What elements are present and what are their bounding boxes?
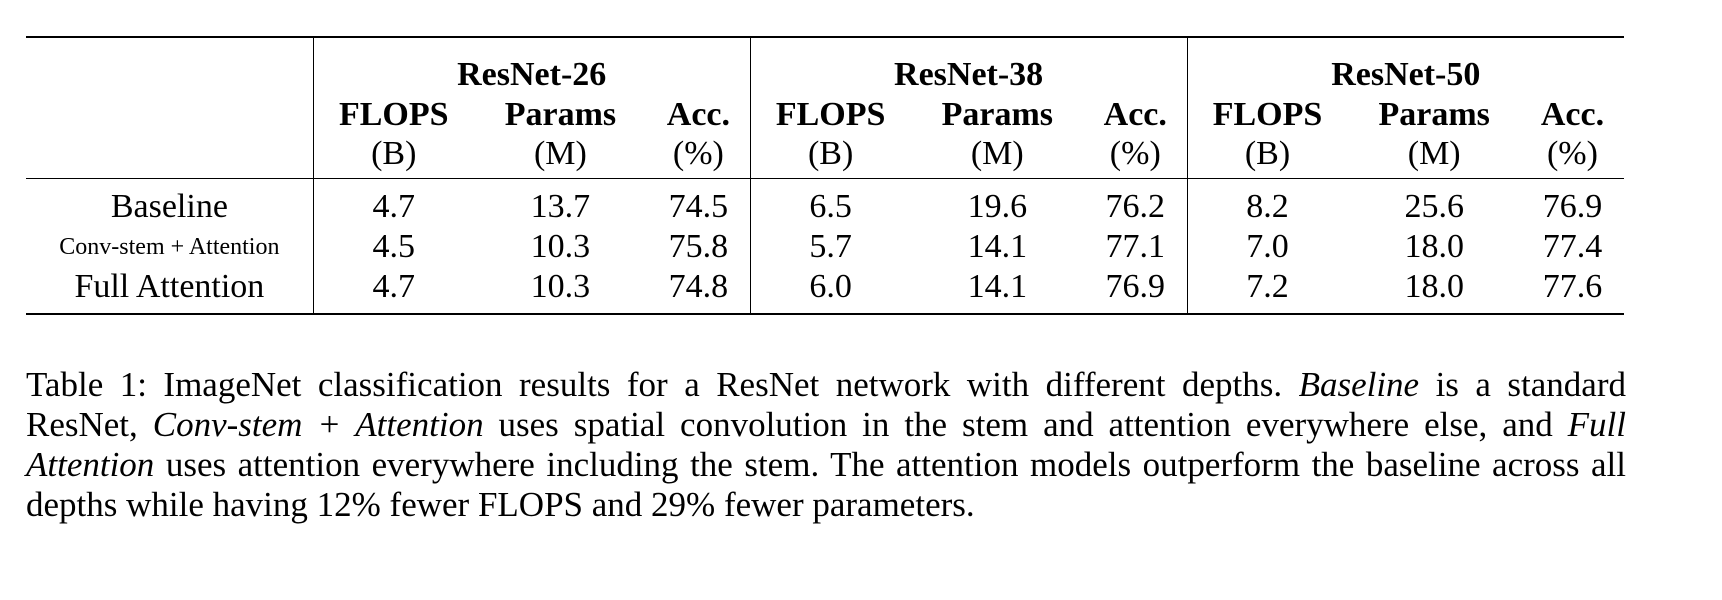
table-row-full-attention: Full Attention 4.7 10.3 74.8 6.0 14.1 76… (26, 267, 1624, 315)
row-label: Full Attention (26, 267, 314, 315)
table-cell: 14.1 (967, 228, 1028, 265)
caption-term-conv-stem: Conv-stem + Attention (152, 405, 484, 444)
table-cell: 10.3 (530, 228, 591, 265)
unit-header-billions: (B) (312, 134, 474, 179)
caption-prefix: Table 1: ImageNet classification results… (26, 365, 1299, 404)
table-cell: 74.5 (647, 178, 751, 227)
table-cell: 19.6 (910, 178, 1085, 227)
metric-header-params: Params (941, 96, 1054, 133)
table-cell: 5.7 (749, 227, 911, 267)
table-corner-cell (26, 134, 313, 179)
group-header-resnet50: ResNet-50 (1186, 36, 1624, 94)
unit-header-percent: (%) (672, 135, 724, 172)
table-cell: 4.5 (312, 227, 474, 267)
group-header-resnet26: ResNet-26 (312, 36, 751, 94)
results-table: ResNet-26 ResNet-38 ResNet-50 FLOPS Para… (26, 36, 1624, 315)
metric-header-flops: FLOPS (1186, 94, 1348, 134)
metric-header-params: Params (504, 96, 617, 133)
unit-header-millions: (M) (970, 135, 1024, 172)
table-cell: 4.7 (312, 267, 474, 315)
table-cell: 6.5 (749, 178, 911, 227)
table-cell: 7.2 (1186, 267, 1348, 315)
table-metric-header-row: FLOPS Params Acc. FLOPS Params Acc. FLOP… (26, 94, 1624, 134)
table-cell: 8.2 (1186, 178, 1348, 227)
group-header-resnet38: ResNet-38 (749, 36, 1188, 94)
metric-header-acc: Acc. (1540, 96, 1605, 133)
metric-header-acc: Acc. (666, 96, 731, 133)
metric-header-acc: Acc. (1103, 96, 1167, 133)
table-cell: 76.2 (1084, 178, 1188, 227)
caption-text: is a standard ResNet, (26, 365, 1626, 444)
table-cell: 76.9 (1084, 267, 1188, 315)
unit-header-millions: (M) (1407, 135, 1461, 172)
table-cell: 18.0 (1404, 228, 1464, 265)
table-cell: 25.6 (1347, 178, 1521, 227)
table-cell: 77.1 (1105, 228, 1166, 265)
table-cell: 77.4 (1542, 228, 1603, 265)
table-cell: 10.3 (473, 267, 648, 315)
table-cell: 7.0 (1186, 227, 1348, 267)
table-caption: Table 1: ImageNet classification results… (26, 365, 1626, 525)
caption-term-baseline: Baseline (1298, 365, 1420, 404)
caption-term-full-attention: Full Attention (26, 405, 1626, 484)
table-row-conv-stem-attention: Conv-stem + Attention 4.5 10.3 75.8 5.7 … (26, 227, 1624, 267)
metric-header-flops: FLOPS (749, 94, 911, 134)
unit-header-percent: (%) (1109, 135, 1161, 172)
table-cell: 14.1 (910, 267, 1085, 315)
table-row-baseline: Baseline 4.7 13.7 74.5 6.5 19.6 76.2 8.2… (26, 178, 1624, 227)
caption-text: uses attention everywhere including the … (26, 445, 1626, 524)
row-label: Conv-stem + Attention (59, 233, 280, 260)
table-cell: 6.0 (749, 267, 911, 315)
table-cell: 74.8 (647, 267, 751, 315)
table-cell: 13.7 (473, 178, 648, 227)
unit-header-millions: (M) (533, 135, 587, 172)
table-unit-header-row: (B) (M) (%) (B) (M) (%) (B) (M) (%) (26, 134, 1624, 179)
table-group-header-row: ResNet-26 ResNet-38 ResNet-50 (26, 36, 1624, 94)
table-cell: 76.9 (1520, 178, 1624, 227)
caption-text: uses spatial convolution in the stem and… (483, 405, 1568, 444)
row-label: Baseline (26, 178, 314, 227)
metric-header-params: Params (1378, 96, 1490, 133)
table-cell: 18.0 (1347, 267, 1521, 315)
table-cell: 75.8 (668, 228, 729, 265)
unit-header-billions: (B) (749, 134, 911, 179)
table-cell: 4.7 (312, 178, 474, 227)
metric-header-flops: FLOPS (312, 94, 474, 134)
unit-header-percent: (%) (1546, 135, 1598, 172)
table-cell: 77.6 (1520, 267, 1624, 315)
table-corner-cell (26, 36, 314, 94)
table-corner-cell (26, 94, 313, 134)
unit-header-billions: (B) (1186, 134, 1348, 179)
